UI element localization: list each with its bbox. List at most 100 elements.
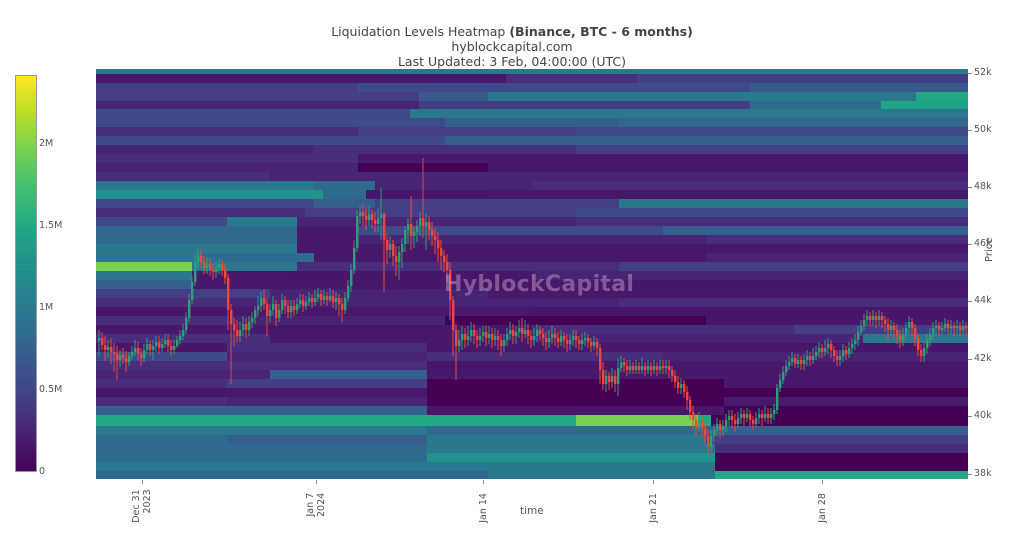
heatmap-cell: [915, 92, 968, 101]
candle: [98, 330, 101, 356]
heatmap-cell: [226, 298, 620, 307]
heatmap-cell: [444, 316, 707, 325]
heatmap-band: [96, 145, 968, 154]
candle: [827, 338, 830, 354]
candle: [851, 338, 854, 354]
candle: [836, 350, 839, 366]
candle: [572, 330, 575, 346]
heatmap-band: [96, 253, 968, 262]
candle: [131, 346, 134, 360]
heatmap-cell: [723, 406, 968, 415]
candle: [662, 360, 665, 374]
heatmap-cell: [357, 235, 707, 244]
heatmap-plot-area[interactable]: HyblockCapital: [96, 69, 968, 479]
heatmap-cell: [287, 271, 533, 280]
candle: [920, 344, 923, 362]
heatmap-cell: [226, 435, 428, 444]
candle: [947, 320, 950, 334]
heatmap-cell: [357, 154, 968, 163]
colorbar-tick-label: 2M: [39, 138, 54, 149]
heatmap-cell: [96, 462, 716, 471]
candle: [203, 256, 206, 274]
candle: [197, 248, 200, 268]
candle: [566, 334, 569, 352]
candle: [410, 196, 413, 250]
candle: [875, 312, 878, 328]
heatmap-cell: [96, 379, 228, 388]
heatmap-cell: [191, 262, 298, 271]
heatmap-cell: [96, 471, 489, 479]
heatmap-band: [96, 172, 968, 181]
heatmap-cell: [296, 244, 359, 253]
candle: [368, 206, 371, 226]
heatmap-band: [96, 435, 968, 444]
heatmap-cell: [619, 361, 968, 370]
candle: [293, 300, 296, 316]
y-tick-label: 46k: [974, 238, 992, 249]
candle: [686, 386, 689, 410]
heatmap-cell: [357, 244, 968, 253]
colorbar: [15, 75, 37, 472]
heatmap-cell: [427, 370, 968, 379]
candle: [422, 158, 425, 238]
candle: [683, 380, 686, 398]
candle: [680, 378, 683, 394]
heatmap-cell: [444, 136, 968, 145]
candle: [353, 240, 356, 274]
heatmap-cell: [96, 101, 420, 109]
candle: [107, 340, 110, 358]
y-tick-label: 40k: [974, 410, 992, 421]
candle: [773, 404, 776, 420]
heatmap-cell: [706, 426, 968, 435]
heatmap-cell: [200, 253, 315, 262]
heatmap-cell: [710, 415, 968, 426]
candle: [593, 336, 596, 350]
colorbar-tick-label: 1.5M: [39, 220, 63, 231]
candle: [464, 328, 467, 348]
x-tick-label: Jan 14: [478, 493, 489, 523]
heatmap-cell: [532, 109, 968, 118]
heatmap-cell: [270, 334, 533, 343]
heatmap-cell: [575, 208, 968, 217]
heatmap-cell: [427, 361, 620, 370]
heatmap-cell: [427, 343, 795, 352]
candle: [227, 274, 230, 330]
heatmap-cell: [96, 361, 428, 370]
candle: [530, 330, 533, 348]
heatmap-cell: [296, 262, 620, 271]
heatmap-cell: [191, 271, 289, 280]
candle: [548, 330, 551, 348]
x-tick-mark: [822, 480, 823, 484]
x-tick-label: Jan 28: [817, 493, 828, 523]
candle: [374, 212, 377, 232]
candle: [656, 362, 659, 376]
candle: [437, 232, 440, 262]
candle: [458, 330, 461, 352]
candle: [893, 322, 896, 338]
heatmap-cell: [96, 406, 428, 415]
candle: [440, 240, 443, 270]
candle: [815, 346, 818, 360]
heatmap-cell: [532, 271, 968, 280]
candle: [125, 351, 128, 372]
heatmap-band: [96, 471, 968, 479]
heatmap-cell: [296, 235, 359, 244]
heatmap-cell: [715, 462, 968, 471]
candle: [932, 322, 935, 340]
heatmap-cell: [619, 118, 968, 127]
candle: [746, 408, 749, 422]
candle: [590, 338, 593, 352]
x-tick-mark: [653, 480, 654, 484]
candle: [524, 320, 527, 338]
candle: [269, 304, 272, 322]
candle: [155, 336, 158, 352]
heatmap-cell: [793, 343, 968, 352]
candle: [860, 320, 863, 336]
candle: [242, 316, 245, 336]
heatmap-band: [96, 406, 968, 415]
candle: [596, 338, 599, 356]
candle: [719, 420, 722, 438]
heatmap-cell: [488, 190, 968, 199]
candle: [536, 324, 539, 342]
candle: [923, 342, 926, 362]
